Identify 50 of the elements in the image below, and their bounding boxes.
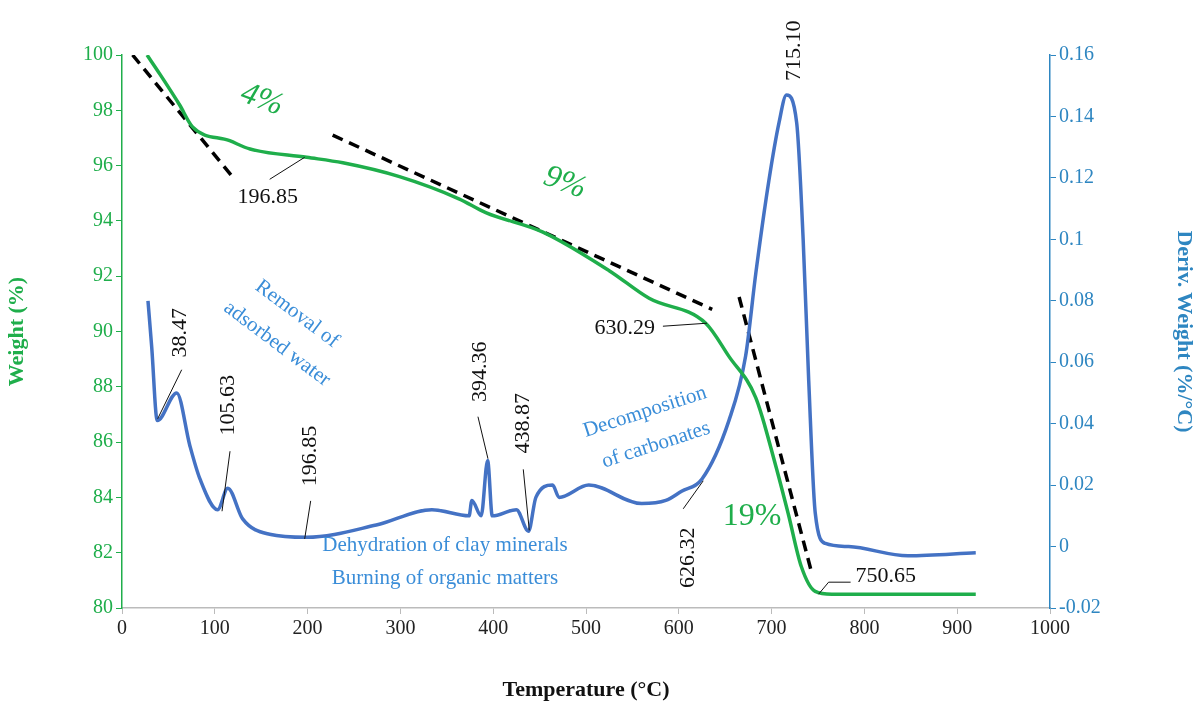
- y-tick-label: 96: [93, 152, 113, 175]
- y2-tick-label: 0.1: [1059, 226, 1084, 249]
- x-tick-label: 900: [942, 616, 973, 639]
- x-tick-label: 600: [663, 616, 694, 639]
- annotation: 19%: [722, 496, 782, 533]
- y-tick-label: 100: [83, 42, 113, 65]
- y-tick-label: 94: [93, 208, 113, 231]
- annotation: 630.29: [594, 313, 655, 339]
- y2-tick-label: 0.04: [1059, 410, 1094, 433]
- y2-tick-label: -0.02: [1059, 595, 1101, 618]
- annotation: 750.65: [855, 561, 917, 587]
- x-tick-label: 100: [199, 616, 230, 639]
- y2-tick-label: 0.08: [1059, 288, 1094, 311]
- y2-tick-label: 0.12: [1059, 165, 1094, 188]
- x-tick-label: 200: [292, 616, 323, 639]
- annotation: 9%: [539, 156, 593, 205]
- y-tick-label: 86: [93, 429, 113, 452]
- annotation: 438.87: [509, 393, 535, 454]
- y-tick-label: 82: [93, 539, 113, 562]
- y2-tick-label: 0.06: [1059, 349, 1094, 372]
- y2-tick-label: 0.14: [1059, 103, 1094, 126]
- y-tick-label: 90: [93, 318, 113, 341]
- annotation: 38.47: [166, 307, 192, 358]
- y-tick-label: 98: [93, 97, 113, 120]
- y-tick-label: 84: [93, 484, 113, 507]
- annotation: 394.36: [465, 341, 491, 402]
- annotation: Burning of organic matters: [331, 564, 559, 589]
- annotation: 196.85: [237, 183, 298, 209]
- y-tick-label: 80: [93, 595, 113, 618]
- x-tick-label: 700: [756, 616, 787, 639]
- y2-axis-title: Deriv. Weight (%/°C): [1173, 230, 1199, 433]
- y2-tick-label: 0.16: [1059, 42, 1094, 65]
- x-tick-label: 800: [849, 616, 880, 639]
- annotation: 196.85: [296, 425, 322, 487]
- annotation: 715.10: [780, 20, 806, 81]
- annotation: 105.63: [213, 374, 239, 436]
- y-tick-label: 88: [93, 374, 113, 397]
- x-tick-label: 0: [117, 616, 127, 639]
- y-tick-label: 92: [93, 263, 113, 286]
- annotation: Dehydration of clay minerals: [322, 531, 568, 556]
- y-axis-title: Weight (%): [2, 276, 28, 387]
- x-tick-label: 500: [571, 616, 601, 639]
- x-axis-title: Temperature (°C): [502, 676, 670, 702]
- y2-tick-label: 0: [1059, 533, 1069, 556]
- annotation: 4%: [236, 73, 290, 122]
- y2-tick-label: 0.02: [1059, 472, 1094, 495]
- x-tick-label: 400: [478, 616, 509, 639]
- annotation: 626.32: [674, 527, 700, 589]
- x-tick-label: 300: [385, 616, 416, 639]
- x-tick-label: 1000: [1030, 616, 1070, 639]
